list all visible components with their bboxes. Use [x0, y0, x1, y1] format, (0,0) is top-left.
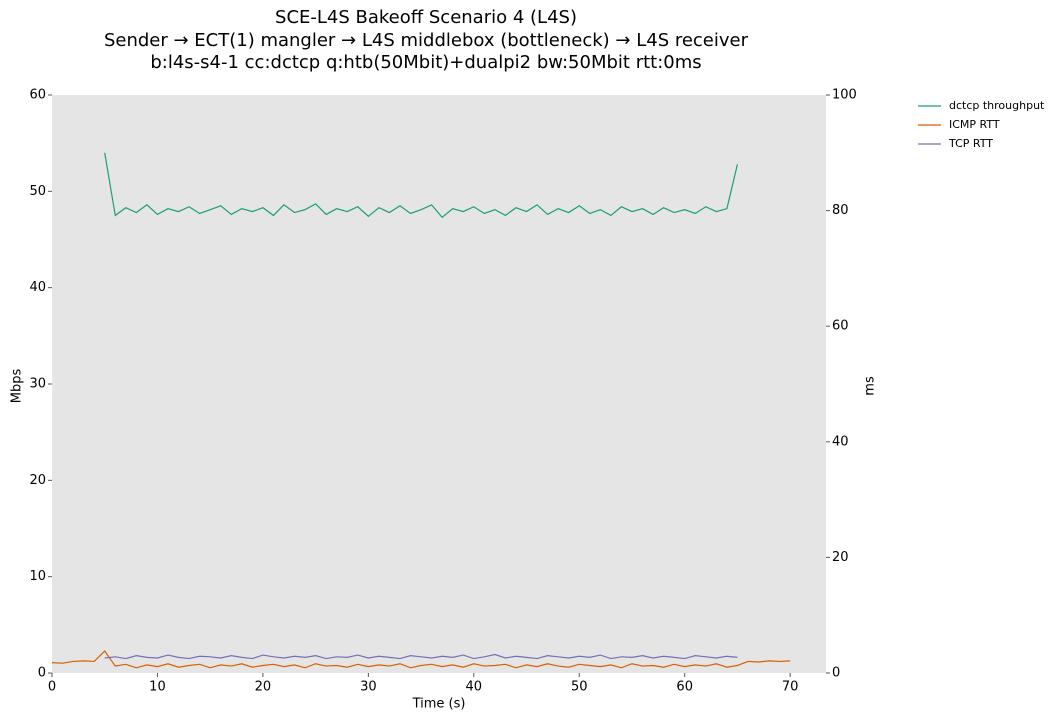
y-tick-label: 60 — [29, 88, 46, 103]
x-axis-label: Time (s) — [412, 697, 466, 712]
x-tick-label: 20 — [255, 680, 272, 695]
chart-title: SCE-L4S Bakeoff Scenario 4 (L4S) — [275, 7, 577, 28]
y2-tick-label: 0 — [832, 666, 840, 681]
y-tick-label: 10 — [29, 569, 46, 584]
y2-axis-label: ms — [863, 376, 878, 396]
y2-tick-label: 40 — [832, 434, 849, 449]
y2-tick-label: 60 — [832, 319, 849, 334]
series-line — [104, 152, 739, 219]
y2-tick-label: 80 — [832, 203, 849, 218]
y-tick-label: 20 — [29, 473, 46, 488]
legend-text: ICMP RTT — [949, 118, 1000, 131]
y2-tick-label: 100 — [832, 88, 857, 103]
y-tick-label: 40 — [29, 280, 46, 295]
x-tick-label: 40 — [466, 680, 483, 695]
y2-tick-label: 20 — [832, 550, 849, 565]
legend-text: dctcp throughput — [949, 99, 1045, 112]
chart-title: b:l4s-s4-1 cc:dctcp q:htb(50Mbit)+dualpi… — [150, 52, 701, 73]
y-tick-label: 30 — [29, 377, 46, 392]
y-tick-label: 50 — [29, 184, 46, 199]
legend-text: TCP RTT — [948, 137, 993, 150]
y-axis-label: Mbps — [10, 369, 25, 404]
plot-background — [52, 95, 826, 673]
x-tick-label: 60 — [676, 680, 693, 695]
x-tick-label: 0 — [48, 680, 56, 695]
x-tick-label: 10 — [149, 680, 166, 695]
series-line — [104, 653, 738, 660]
x-tick-label: 50 — [571, 680, 588, 695]
series-line — [51, 650, 791, 669]
chart-title: Sender → ECT(1) mangler → L4S middlebox … — [104, 30, 749, 51]
y-tick-label: 0 — [38, 666, 46, 681]
x-tick-label: 30 — [360, 680, 377, 695]
x-tick-label: 70 — [782, 680, 799, 695]
